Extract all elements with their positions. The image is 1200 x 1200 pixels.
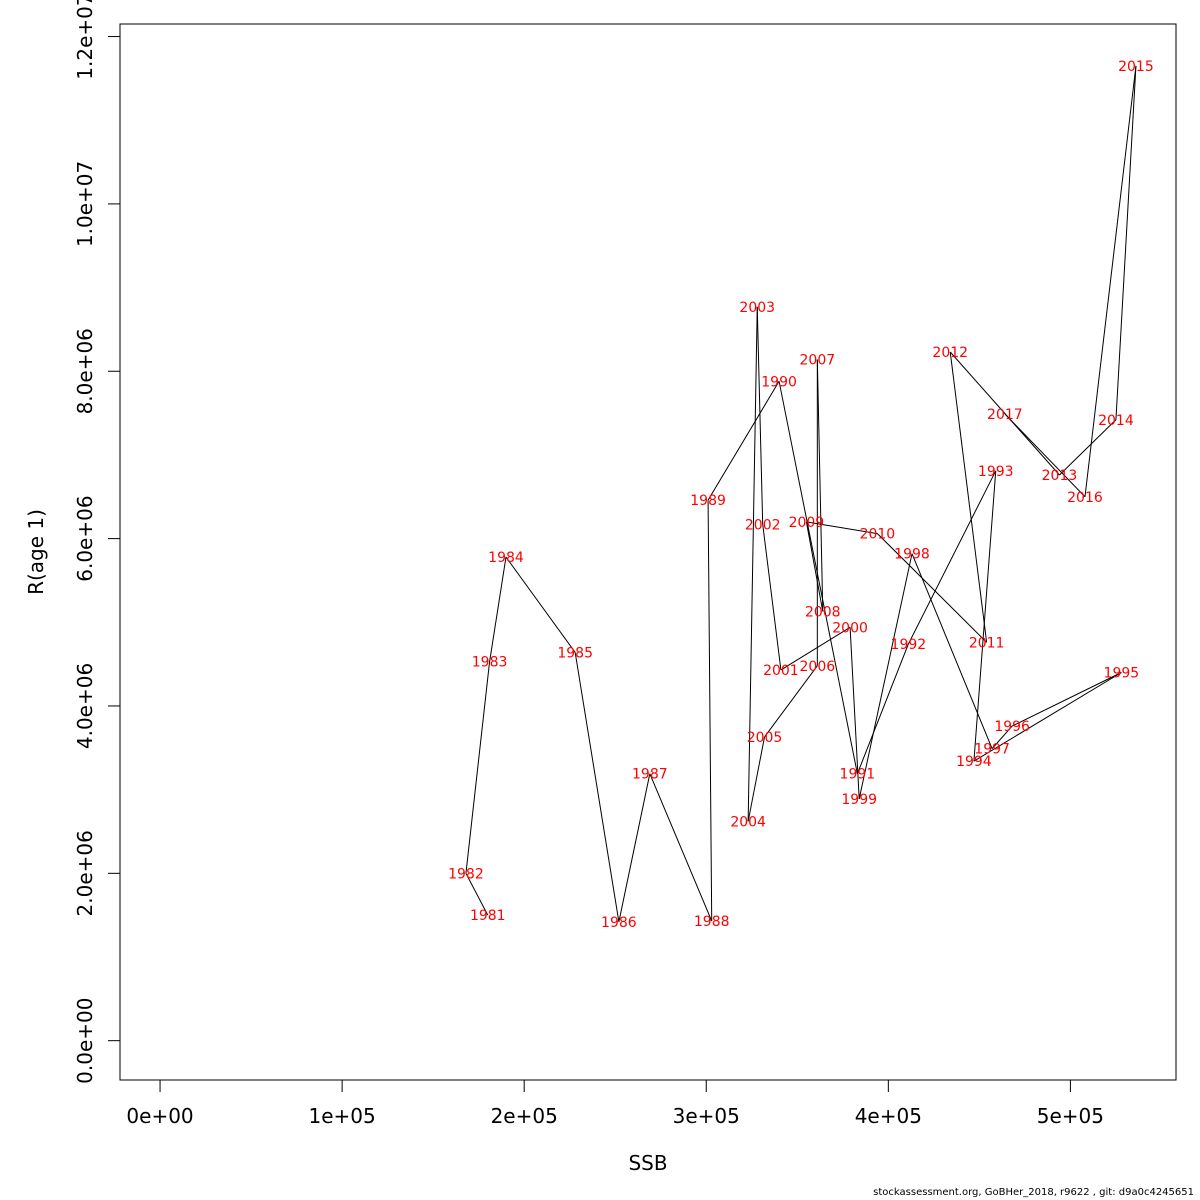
sr-segment-1983-1984	[489, 556, 507, 662]
x-tick-label: 0e+00	[126, 1104, 193, 1128]
sr-segment-2005-2006	[764, 665, 818, 738]
x-tick-label: 4e+05	[855, 1104, 922, 1128]
sr-segment-1984-1985	[505, 556, 576, 653]
y-tick-label: 8.0e+06	[73, 328, 97, 414]
sr-segment-2004-2005	[747, 736, 766, 822]
series-line-group	[465, 65, 1137, 922]
point-label-2003: 2003	[739, 300, 775, 316]
point-label-1992: 1992	[891, 637, 927, 653]
y-tick-label: 0.0e+00	[73, 998, 97, 1084]
point-label-1987: 1987	[632, 767, 668, 783]
sr-segment-1991-1992	[856, 643, 909, 774]
sr-segment-1995-1996	[1011, 672, 1122, 727]
y-tick-label: 1.0e+07	[73, 161, 97, 247]
point-label-1993: 1993	[978, 464, 1014, 480]
point-label-1983: 1983	[472, 655, 508, 671]
point-label-1981: 1981	[470, 908, 506, 924]
point-label-2012: 2012	[932, 345, 968, 361]
point-label-1986: 1986	[601, 915, 637, 931]
point-label-2007: 2007	[800, 353, 836, 369]
sr-segment-2000-2001	[780, 626, 851, 671]
point-label-2004: 2004	[730, 814, 766, 830]
sr-segment-1988-1989	[707, 500, 713, 922]
y-tick-label: 1.2e+07	[73, 0, 97, 80]
sr-segment-2007-2008	[816, 359, 824, 612]
y-tick-label: 6.0e+06	[73, 495, 97, 581]
footer-credit: stockassessment.org, GoBHer_2018, r9622 …	[873, 1187, 1194, 1198]
point-label-2008: 2008	[805, 604, 841, 620]
sr-segment-2015-2016	[1084, 65, 1137, 497]
sr-segment-2016-2017	[1004, 413, 1086, 498]
y-tick-label: 2.0e+06	[73, 830, 97, 916]
point-label-1996: 1996	[994, 719, 1030, 735]
plot-box	[119, 23, 1177, 1081]
sr-segment-2003-2004	[747, 306, 758, 822]
x-tick-label: 2e+05	[491, 1104, 558, 1128]
sr-segment-1981-1982	[465, 873, 489, 916]
point-label-1982: 1982	[448, 866, 484, 882]
point-label-2015: 2015	[1118, 59, 1154, 75]
sr-segment-1996-1997	[991, 725, 1013, 749]
sr-segment-1992-1993	[907, 470, 997, 645]
point-label-2000: 2000	[832, 620, 868, 636]
point-labels-group: 1981 1982 1983 1984 1985 1986 1987 1988 1989 1990…	[448, 59, 1154, 931]
point-label-2001: 2001	[763, 663, 799, 679]
point-label-2014: 2014	[1098, 413, 1134, 429]
sr-segment-1997-1998	[911, 553, 993, 749]
sr-segment-2009-2010	[806, 521, 878, 535]
point-label-1999: 1999	[841, 792, 877, 808]
x-tick-label: 5e+05	[1037, 1104, 1104, 1128]
point-label-1995: 1995	[1104, 665, 1140, 681]
point-label-1997: 1997	[974, 742, 1010, 758]
sr-segment-1982-1983	[465, 661, 491, 874]
point-label-1984: 1984	[488, 550, 524, 566]
sr-segment-1986-1987	[618, 773, 651, 922]
point-label-1985: 1985	[557, 645, 593, 661]
sr-segment-2014-2015	[1115, 65, 1137, 420]
y-axis-title: R(age 1)	[24, 509, 48, 595]
x-tick-label: 1e+05	[308, 1104, 375, 1128]
point-label-1998: 1998	[894, 547, 930, 563]
point-label-2002: 2002	[745, 517, 781, 533]
point-label-1989: 1989	[690, 493, 726, 509]
sr-segment-1994-1995	[973, 672, 1122, 762]
sr-segment-1998-1999	[858, 553, 913, 799]
point-label-1994: 1994	[956, 754, 992, 770]
point-label-2005: 2005	[747, 730, 783, 746]
x-axis: 0e+00 1e+05 2e+05 3e+05 4e+05 5e+05	[126, 1079, 1104, 1128]
sr-segment-2010-2011	[877, 533, 988, 643]
sr-segment-1987-1988	[649, 773, 713, 922]
sr-segment-2011-2012	[949, 351, 988, 643]
point-label-2017: 2017	[987, 407, 1023, 423]
point-label-2011: 2011	[969, 635, 1005, 651]
sr-segment-2013-2014	[1059, 419, 1117, 476]
sr-segment-1993-1994	[973, 470, 997, 762]
sr-segment-1990-1991	[778, 381, 858, 774]
sr-segment-1985-1986	[574, 652, 620, 922]
sr-segment-2002-2003	[756, 306, 764, 525]
sr-segment-2008-2009	[805, 521, 824, 612]
sr-segment-1999-2000	[849, 627, 860, 799]
sr-segment-2012-2013	[949, 351, 1060, 476]
point-label-1991: 1991	[840, 767, 876, 783]
point-label-2006: 2006	[800, 659, 836, 675]
sr-segment-2001-2002	[762, 524, 782, 671]
point-label-2010: 2010	[860, 527, 896, 543]
y-tick-label: 4.0e+06	[73, 663, 97, 749]
sr-segment-1989-1990	[707, 381, 780, 501]
point-label-2009: 2009	[789, 515, 825, 531]
point-label-1988: 1988	[694, 914, 730, 930]
x-axis-title: SSB	[628, 1151, 667, 1175]
point-label-1990: 1990	[761, 374, 797, 390]
y-axis: 0.0e+00 2.0e+06 4.0e+06 6.0e+06 8.0e+06 1.0e+…	[73, 0, 121, 1084]
point-label-2013: 2013	[1042, 468, 1078, 484]
point-label-2016: 2016	[1067, 490, 1103, 506]
x-tick-label: 3e+05	[673, 1104, 740, 1128]
